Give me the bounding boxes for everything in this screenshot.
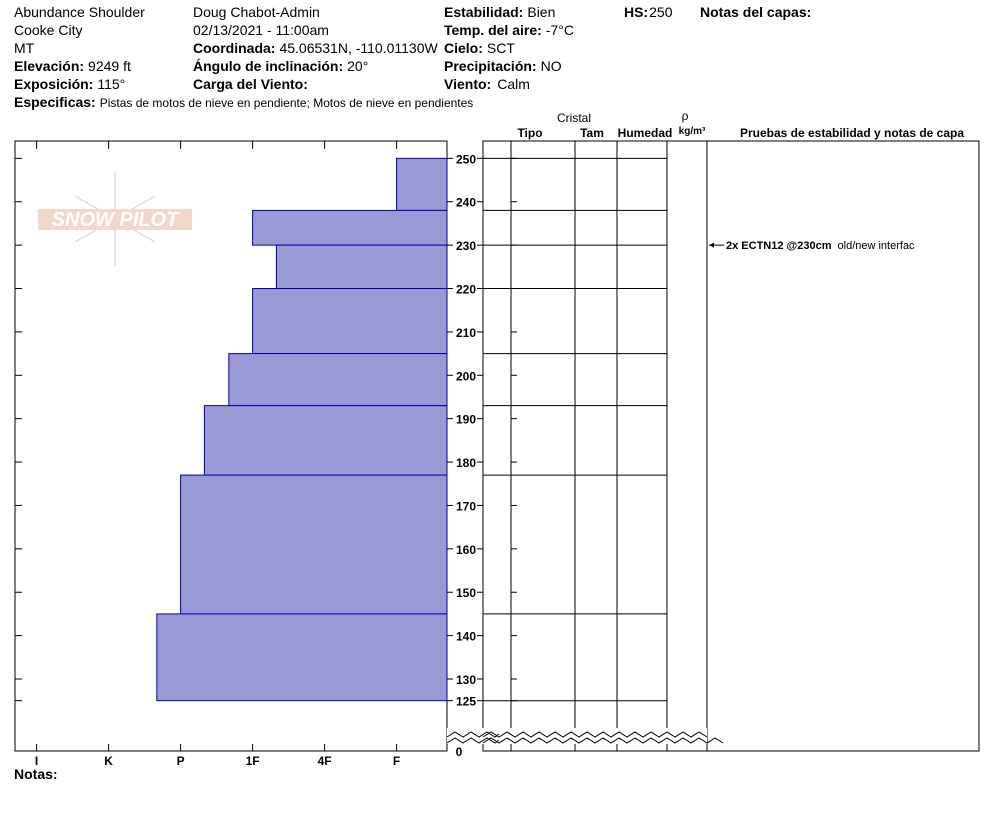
y-tick-label: 150: [456, 586, 476, 600]
value: 115°: [97, 76, 125, 92]
y-tick-label: 0: [456, 745, 463, 759]
axis-break: [446, 731, 708, 738]
hs: HS:250: [624, 4, 673, 20]
label: Exposición:: [14, 76, 93, 92]
stability: Estabilidad: Bien: [444, 4, 555, 20]
test-comment: old/new interfac: [838, 240, 916, 252]
layer-table-frame: [482, 140, 980, 752]
air-temp: Temp. del aire: -7°C: [444, 22, 574, 38]
hardness-bar: [180, 474, 448, 615]
state: MT: [14, 40, 35, 56]
coordinates: Coordinada: 45.06531N, -110.01130W: [193, 40, 438, 56]
y-tick-label: 190: [456, 413, 476, 427]
value: 20°: [347, 58, 368, 74]
y-tick-label: 160: [456, 543, 476, 557]
arrow-head: [709, 242, 714, 248]
value: 250: [649, 4, 673, 20]
hardness-bar: [228, 353, 448, 407]
label: Precipitación:: [444, 58, 537, 74]
logo-text: SNOW PILOT: [52, 209, 180, 231]
value: 45.06531N, -110.01130W: [279, 40, 438, 56]
wind: Viento: Calm: [444, 76, 530, 92]
value: Calm: [497, 76, 530, 92]
label: HS:: [624, 4, 648, 20]
x-tick-label: F: [393, 754, 400, 768]
label: Cielo:: [444, 40, 483, 56]
value: Pistas de motos de nieve en pendiente; M…: [100, 96, 474, 110]
value: 9249 ft: [88, 58, 131, 74]
y-tick-label: 125: [456, 695, 476, 709]
location: Abundance Shoulder: [14, 4, 145, 20]
test-result: 2x ECTN12 @230cm: [726, 240, 832, 252]
elevation: Elevación: 9249 ft: [14, 58, 131, 74]
y-tick-label: 250: [456, 152, 476, 166]
y-tick-label: 210: [456, 326, 476, 340]
label: Temp. del aire:: [444, 22, 542, 38]
label: Ángulo de inclinación:: [193, 58, 343, 74]
layer-notes: Notas del capas:: [700, 4, 811, 20]
value: -7°C: [546, 22, 574, 38]
x-tick-label: P: [177, 754, 185, 768]
y-tick-label: 180: [456, 456, 476, 470]
logo-band: [38, 209, 192, 230]
hardness-bar: [156, 613, 448, 702]
value: NO: [541, 58, 562, 74]
city: Cooke City: [14, 22, 82, 38]
column-header: Humedad: [618, 126, 673, 140]
column-header: Tipo: [517, 126, 542, 140]
specifics: Especificas: Pistas de motos de nieve en …: [14, 94, 473, 110]
x-tick-label: 1F: [246, 754, 260, 768]
precipitation: Precipitación: NO: [444, 58, 562, 74]
hardness-bar: [396, 157, 448, 211]
logo: SNOW PILOT: [38, 172, 192, 266]
slope-angle: Ángulo de inclinación: 20°: [193, 58, 368, 74]
y-tick-label: 220: [456, 283, 476, 297]
y-tick-label: 200: [456, 369, 476, 383]
y-tick-label: 130: [456, 673, 476, 687]
value: Bien: [527, 4, 555, 20]
x-tick-label: 4F: [318, 754, 332, 768]
y-tick-label: 230: [456, 239, 476, 253]
datetime: 02/13/2021 - 11:00am: [193, 22, 329, 38]
sky: Cielo: SCT: [444, 40, 515, 56]
label: Viento:: [444, 76, 491, 92]
x-tick-label: I: [35, 754, 38, 768]
column-header: Cristal: [557, 111, 591, 125]
label: Estabilidad:: [444, 4, 523, 20]
wind-loading: Carga del Viento:: [193, 76, 308, 92]
y-tick-label: 140: [456, 630, 476, 644]
column-header: ρ: [682, 109, 689, 123]
y-tick-label: 240: [456, 196, 476, 210]
test-note: 2x ECTN12 @230cm old/new interfac: [726, 240, 915, 252]
observer: Doug Chabot-Admin: [193, 4, 320, 20]
column-header: Pruebas de estabilidad y notas de capa: [740, 126, 964, 140]
column-header: kg/m³: [679, 126, 706, 137]
aspect: Exposición: 115°: [14, 76, 125, 92]
hardness-bar: [252, 209, 448, 246]
axis-break: [446, 737, 724, 744]
y-tick-label: 170: [456, 499, 476, 513]
hardness-bar: [203, 405, 448, 476]
hardness-bar: [275, 244, 448, 290]
label: Elevación:: [14, 58, 84, 74]
label: Coordinada:: [193, 40, 275, 56]
value: SCT: [487, 40, 515, 56]
label: Especificas:: [14, 94, 96, 110]
column-header: Tam: [580, 126, 604, 140]
notes: Notas:: [14, 766, 58, 782]
hardness-bar: [252, 288, 448, 355]
x-tick-label: K: [104, 754, 113, 768]
